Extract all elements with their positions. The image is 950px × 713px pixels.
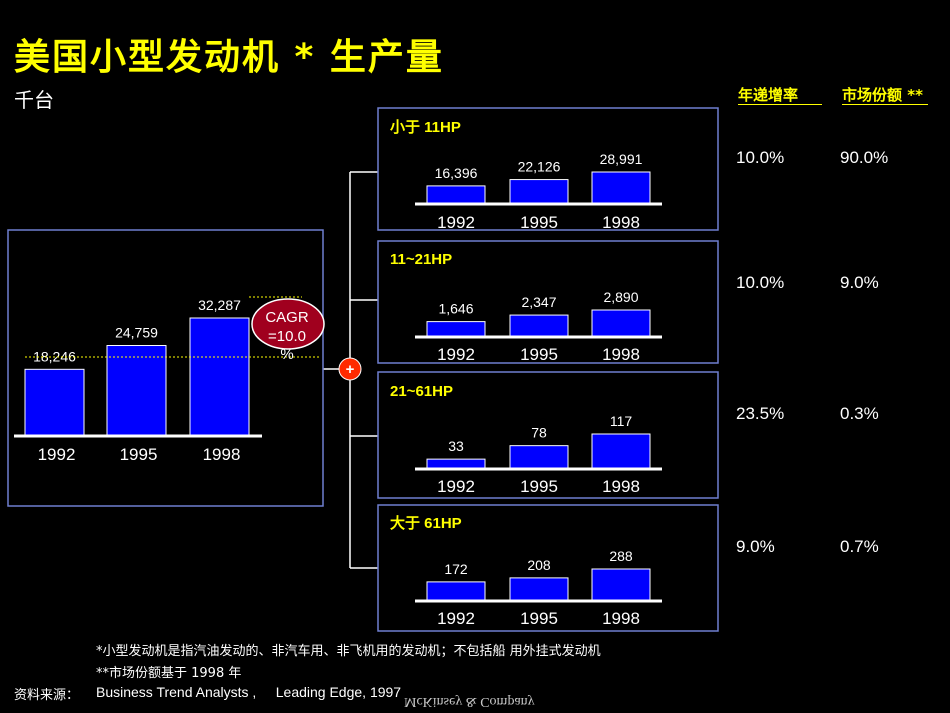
value-label: 1,646: [438, 301, 473, 317]
growth-column-header: 年递增率: [738, 86, 799, 104]
value-label: 78: [531, 425, 547, 441]
panel-title: 11~21HP: [390, 251, 452, 268]
panel-title: 小于 11HP: [390, 119, 461, 136]
unit-label: 千台: [14, 88, 54, 112]
year-label: 1992: [437, 609, 475, 628]
cagr-badge: CAGR =10.0 %: [251, 298, 325, 363]
panel-0: 18,246 1992 24,759 1995 32,287 1998: [7, 229, 324, 507]
year-label: 1998: [203, 445, 241, 464]
value-label: 2,890: [603, 289, 638, 305]
panel-1: 小于 11HP 16,396 1992 22,126 1995 28,991 1998: [377, 107, 719, 232]
plus-symbol: +: [346, 361, 355, 378]
cagr-suffix: %: [280, 346, 293, 363]
panel-2: 11~21HP 1,646 1992 2,347 1995 2,890 1998: [377, 240, 719, 364]
bar-1998: [189, 317, 250, 437]
bar-1992: [24, 368, 85, 437]
panel-4: 大于 61HP 172 1992 208 1995 288 1998: [377, 504, 719, 632]
panel-frame: [377, 371, 719, 499]
footnote-1: *小型发动机是指汽油发动的、非汽车用、非飞机用的发动机；不包括船 用外挂式发动机: [96, 644, 601, 659]
year-label: 1992: [437, 477, 475, 496]
source-text: Business Trend Analysts , Leading Edge, …: [96, 684, 402, 700]
growth-value-11-21: 10.0%: [736, 273, 785, 292]
bar-1998: [591, 433, 651, 470]
panel-title: 大于 61HP: [390, 514, 462, 532]
value-label: 24,759: [115, 325, 158, 341]
value-label: 117: [610, 413, 633, 429]
year-label: 1998: [602, 609, 640, 628]
plus-node: +: [338, 357, 362, 381]
bar-1995: [509, 445, 569, 470]
value-label: 172: [444, 561, 468, 577]
growth-value-lt11: 10.0%: [736, 148, 785, 167]
value-label: 288: [609, 548, 633, 564]
panel-3: 21~61HP 33 1992 78 1995 117 1998: [377, 371, 719, 499]
year-label: 1998: [602, 213, 640, 232]
year-label: 1998: [602, 345, 640, 364]
mckinsey-logo: McKinsey & Company: [404, 694, 535, 709]
year-label: 1995: [120, 445, 158, 464]
value-label: 16,396: [435, 165, 478, 181]
value-label: 32,287: [198, 297, 241, 313]
value-label: 18,246: [33, 348, 76, 364]
bar-1995: [509, 179, 569, 205]
cagr-value: =10.0: [268, 328, 306, 345]
share-value-21-61: 0.3%: [840, 404, 879, 423]
panel-frame: [377, 107, 719, 231]
growth-value-21-61: 23.5%: [736, 404, 785, 423]
growth-header-underline: [738, 104, 822, 105]
share-value-gt61: 0.7%: [840, 537, 879, 556]
value-label: 208: [527, 557, 551, 573]
bar-1995: [509, 577, 569, 602]
value-label: 2,347: [521, 294, 556, 310]
year-label: 1992: [38, 445, 76, 464]
cagr-label: CAGR: [265, 309, 309, 326]
year-label: 1992: [437, 213, 475, 232]
year-label: 1995: [520, 213, 558, 232]
value-label: 28,991: [600, 151, 643, 167]
panel-frame: [377, 504, 719, 632]
panel-title: 21~61HP: [390, 383, 453, 400]
share-header-underline: [842, 104, 928, 105]
bar-1995: [509, 314, 569, 338]
bar-1998: [591, 171, 651, 205]
year-label: 1995: [520, 609, 558, 628]
year-label: 1998: [602, 477, 640, 496]
bar-1992: [426, 581, 486, 602]
bar-1998: [591, 309, 651, 338]
growth-value-gt61: 9.0%: [736, 537, 775, 556]
year-label: 1992: [437, 345, 475, 364]
share-column-header: 市场份额 **: [842, 86, 923, 104]
bar-1992: [426, 185, 486, 205]
footnote-2: **市场份额基于 1998 年: [96, 666, 242, 681]
source-label: 资料来源：: [14, 688, 80, 703]
bar-1995: [106, 345, 167, 437]
share-value-11-21: 9.0%: [840, 273, 879, 292]
panel-frame: [377, 240, 719, 364]
value-label: 22,126: [518, 159, 561, 175]
page-title: 美国小型发动机 * 生产量: [14, 37, 444, 78]
value-label: 33: [448, 438, 464, 454]
share-value-lt11: 90.0%: [840, 148, 889, 167]
bar-1998: [591, 568, 651, 602]
year-label: 1995: [520, 345, 558, 364]
bar-1992: [426, 321, 486, 338]
year-label: 1995: [520, 477, 558, 496]
